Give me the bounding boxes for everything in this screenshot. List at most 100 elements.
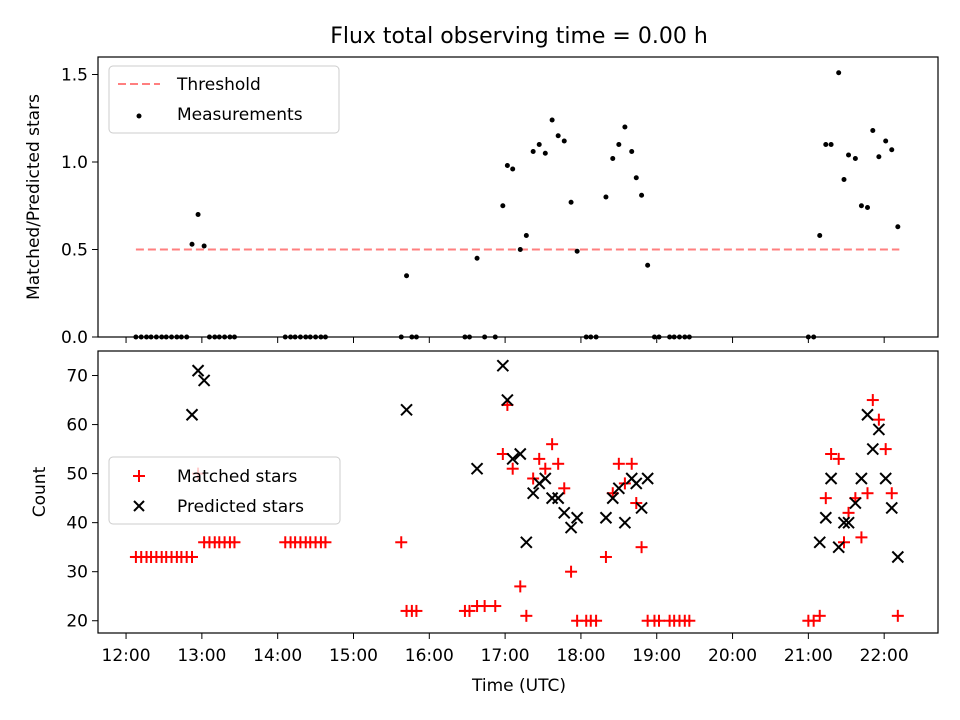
predicted-star-marker [813,536,826,549]
ratio-panel-frame [97,56,939,338]
predicted-star-marker [496,359,510,372]
x-tick-label: 12:00 [102,646,151,666]
measurement-point [536,142,542,147]
ratio-panel-ylabel: Matched/Predicted stars [24,94,44,300]
count-panel-ticks: 20 30 40 50 60 70 [66,367,98,632]
x-tick-label: 20:00 [708,646,757,666]
matched-star-marker [599,550,612,563]
predicted-star-marker [506,452,519,466]
measurement-point [870,128,876,133]
x-tick-label: 17:00 [481,646,530,666]
predicted-star-marker [866,442,880,456]
predicted-star-marker [891,550,905,564]
matched-star-marker [552,457,565,470]
measurement-point [201,243,207,249]
predicted-star-marker [185,408,199,421]
predicted-star-marker [855,472,868,485]
measurement-point [852,156,858,161]
matched-stars-points [129,394,904,627]
measurement-points [133,70,901,340]
predicted-star-marker [861,408,874,421]
measurement-point [858,203,864,209]
matched-star-marker [832,452,845,465]
predicted-star-marker [612,482,626,495]
matched-star-marker [533,452,546,465]
matched-star-marker [612,457,625,470]
count-ytick-label: 20 [66,612,88,632]
matched-star-marker [885,487,898,500]
count-ytick-label: 40 [66,514,88,534]
predicted-star-marker [879,472,892,485]
matched-star-marker [872,413,885,426]
ratio-panel: 0.0 0.5 1.0 1.5 Matched/Predicted stars Thr… [24,56,939,348]
x-tick-label: 14:00 [253,646,302,666]
matched-star-marker [866,394,879,407]
measurement-point [616,142,622,147]
ratio-panel-legend: Threshold Measurements [108,65,340,134]
measurement-point [828,142,834,147]
measurement-point [883,138,889,144]
predicted-star-marker [849,496,862,510]
matched-star-marker [506,462,519,475]
x-tick-label: 13:00 [177,646,226,666]
predicted-star-marker [526,487,540,500]
threshold-legend-label: Threshold [176,75,261,95]
measurement-point [189,241,195,247]
matched-legend-swatch [133,470,145,482]
x-tick-label: 21:00 [784,646,833,666]
matched-star-marker [683,614,696,627]
predicted-star-marker [885,501,898,515]
predicted-star-marker [630,477,643,490]
measurements-legend-swatch [136,113,142,119]
predicted-stars-points [185,359,905,564]
measurement-point [622,124,628,130]
predicted-star-marker [197,374,211,387]
predicted-star-marker [514,447,527,461]
measurement-point [523,233,529,238]
measurement-point [530,149,536,154]
predicted-legend-label: Predicted stars [177,497,304,517]
matched-star-marker [478,600,491,613]
count-panel: 20 30 40 50 60 70 Count Matched stars Predict… [30,350,939,696]
matched-star-marker [546,438,559,451]
matched-star-marker [625,457,638,470]
count-panel-frame [97,350,939,634]
matched-star-marker [813,609,826,622]
predicted-star-marker [832,540,845,554]
predicted-star-marker [520,536,533,549]
measurement-point [841,177,847,182]
matched-star-marker [520,609,533,622]
measurement-point [517,247,523,252]
matched-star-marker [653,614,666,627]
predicted-star-marker [872,423,886,436]
predicted-star-marker [618,516,632,529]
predicted-star-marker [599,511,613,524]
predicted-legend-swatch [133,500,145,512]
x-tick-label: 16:00 [405,646,454,666]
measurement-point [603,194,609,200]
ratio-ytick-label: 1.0 [61,153,88,173]
measurement-point [568,199,574,205]
measurement-point [889,147,895,153]
predicted-star-marker [191,364,205,377]
matched-star-marker [635,541,648,554]
ratio-ytick-label: 0.5 [61,241,88,261]
ratio-ytick-label: 0.0 [61,328,88,348]
predicted-star-marker [400,403,413,417]
ratio-legend-box [108,65,340,134]
measurement-point [817,233,823,238]
measurement-point [404,273,410,279]
predicted-star-marker [641,472,654,485]
measurement-point [500,203,506,209]
predicted-star-marker [842,516,855,529]
measurement-point [610,156,616,161]
predicted-star-marker [470,462,484,475]
predicted-star-marker [539,472,552,485]
measurement-point [864,205,870,210]
matched-star-marker [186,550,199,563]
matched-star-marker [319,536,332,549]
predicted-star-marker [564,521,578,534]
count-ytick-label: 50 [66,465,88,485]
matched-legend-label: Matched stars [177,467,297,487]
predicted-star-marker [501,393,514,407]
